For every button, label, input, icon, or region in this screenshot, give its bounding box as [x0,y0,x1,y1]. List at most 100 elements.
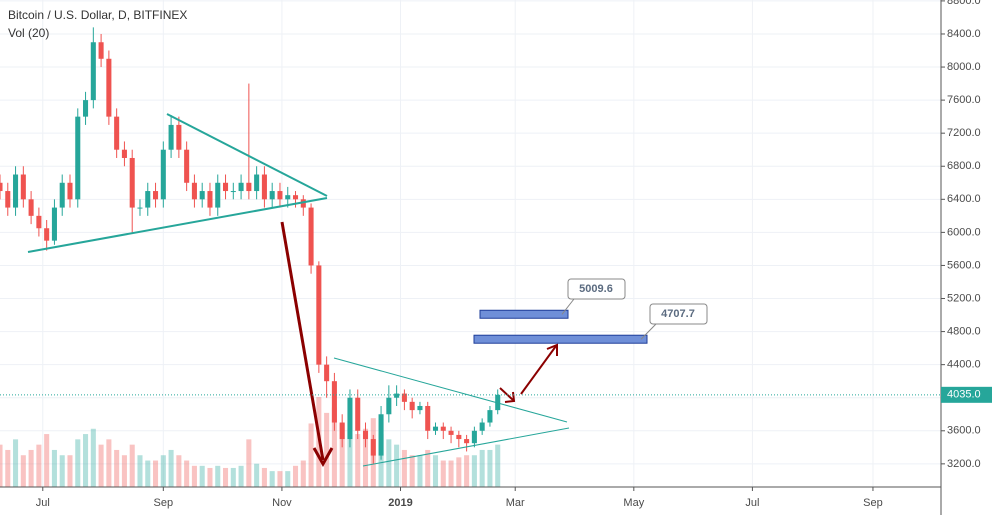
x-tick-label: 2019 [388,497,412,509]
last-price-label: 4035.0 [947,389,981,401]
volume-bar [51,449,57,487]
x-tick-label: Jul [36,497,50,509]
volume-bar [207,467,213,487]
volume-bar [106,439,112,487]
volume-bar [300,460,306,487]
x-tick-label: Mar [506,497,525,509]
volume-bar [5,449,11,487]
candle-body [261,174,267,200]
callout-label: 5009.6 [579,283,613,295]
volume-bar [308,423,314,487]
y-tick-label: 8400.0 [947,28,981,40]
candle-body [215,182,221,208]
candle-body [292,195,299,200]
y-tick-label: 6400.0 [947,193,981,205]
callout-label: 4707.7 [661,308,695,320]
candle-body [246,182,252,192]
volume-bar [386,439,392,487]
candle-body [44,228,50,241]
volume-bar [246,439,252,487]
candle-body [20,174,26,200]
candle-body [238,182,244,192]
candle-body [355,397,361,431]
candle-body [324,364,330,382]
candle-body [13,174,19,208]
volume-bar [145,460,151,487]
volume-bar [471,455,477,487]
y-tick-label: 4400.0 [947,359,981,371]
candle-body [308,207,314,266]
volume-bar [464,455,470,487]
candle-body [456,434,462,440]
candle-body [409,401,415,411]
volume-bar [230,467,236,487]
arrow-head [546,343,558,356]
candle-body [191,182,197,200]
chart-title: Bitcoin / U.S. Dollar, D, BITFINEX [8,8,187,22]
callout-pointer [640,323,657,340]
candle-body [386,397,392,415]
volume-bar [98,444,104,487]
candle-body [339,422,345,440]
candle-body [378,414,384,456]
candle-body [176,124,182,150]
volume-bar [355,434,361,487]
y-tick-label: 8800.0 [947,0,981,7]
candle-body [394,393,400,398]
volume-bar [261,467,267,487]
volume-bar [238,465,244,487]
callout-pointer [561,298,575,315]
volume-bar [440,460,446,487]
callout-box [649,303,708,325]
y-tick-label: 6000.0 [947,226,981,238]
volume-bar [292,465,299,487]
candle-body [145,191,151,208]
volume-bar [401,449,407,487]
y-tick-label: 7600.0 [947,94,981,106]
candle-body [347,397,353,440]
volume-title: Vol (20) [8,26,49,40]
candle-body [83,100,89,117]
candle-body [129,157,135,208]
candle-body [401,393,407,402]
arrow [280,221,325,461]
volume-bar [277,471,283,487]
volume-bar [67,455,73,487]
candle-body [36,215,42,229]
volume-bar [269,471,275,487]
candle-body [121,149,127,158]
candle-body [440,426,446,431]
candle-body [448,430,454,435]
x-tick-label: Nov [272,497,292,509]
candle-body [487,410,493,423]
y-tick-label: 4800.0 [947,325,981,337]
trendline [362,427,570,467]
candle-body [160,149,166,200]
volume-bar [432,455,439,487]
volume-bar [215,465,221,487]
volume-bar [223,467,229,487]
candle-body [28,199,34,216]
candle-body [168,124,174,150]
volume-bar [285,471,291,487]
axes: 3200.03600.04000.04400.04800.05200.05600… [36,0,992,509]
volume-bar [20,455,26,487]
candle-body [106,58,112,117]
x-tick-label: Sep [154,497,174,509]
candle-body [471,430,477,444]
candle-body [67,182,73,200]
volume-bar [487,449,493,487]
candle-body [0,182,3,192]
candle-body [114,116,120,150]
volume-bar [456,457,462,487]
volume-bar [362,428,369,487]
last-price-badge [941,386,992,403]
volume-bar [153,460,159,487]
candle-body [153,191,159,200]
volume-bar [339,423,345,487]
volume-bar [129,444,135,487]
volume-bar [75,439,81,487]
arrow-head [312,447,334,468]
volume-bar [347,428,353,487]
